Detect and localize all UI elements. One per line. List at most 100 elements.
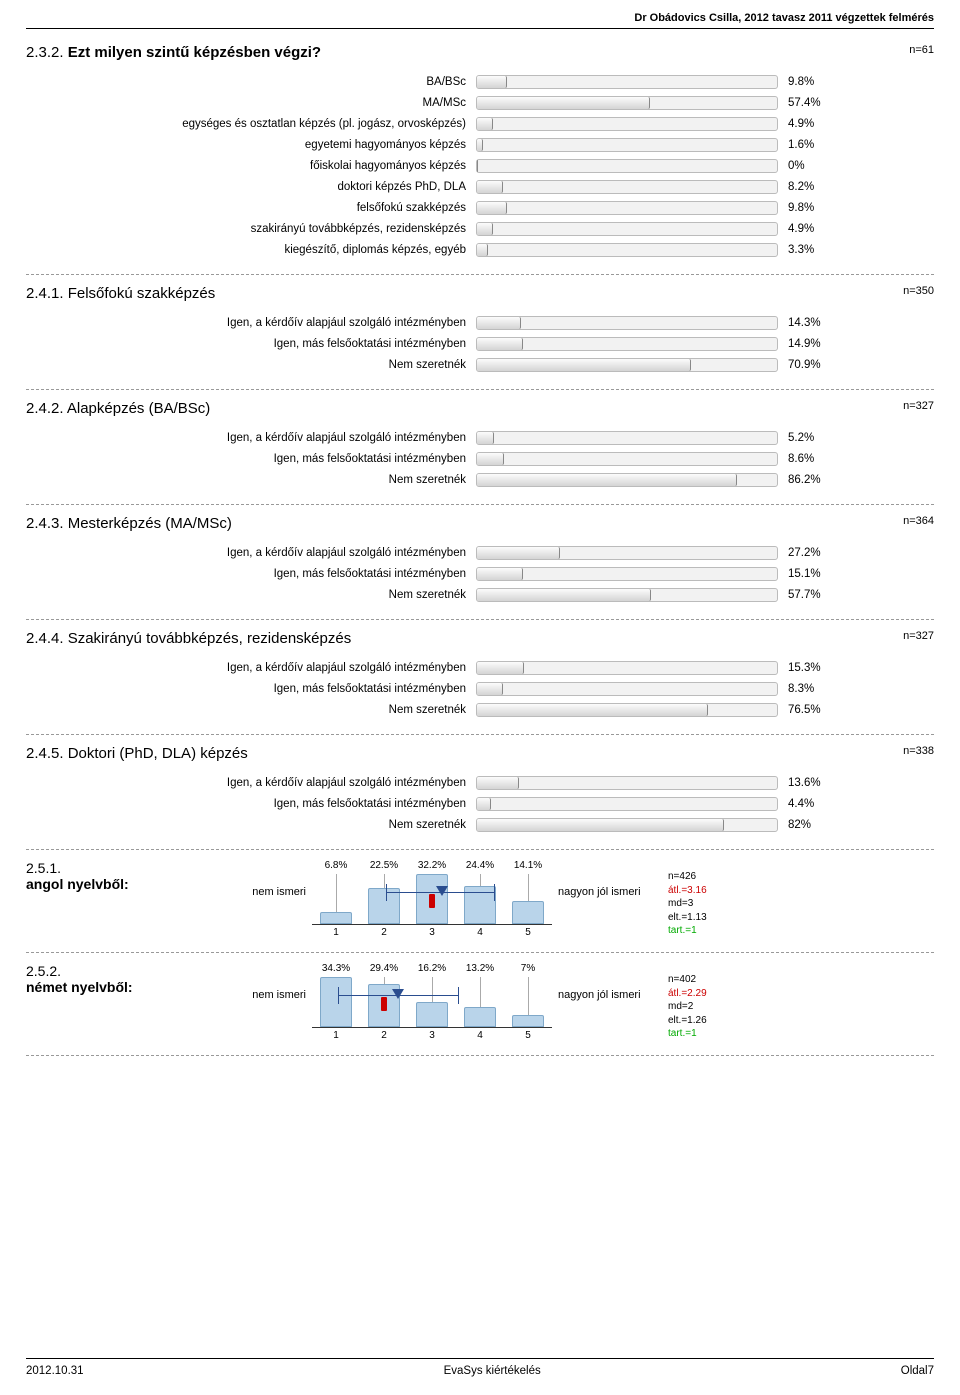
bar-track (476, 96, 778, 110)
hist-axis-tick: 1 (312, 1030, 360, 1041)
question-block: n=364 2.4.3. Mesterképzés (MA/MSc) Igen,… (26, 515, 934, 605)
bar-label: felsőfokú szakképzés (26, 202, 476, 214)
hist-axis-tick: 2 (360, 1030, 408, 1041)
question-title: 2.4.4. Szakirányú továbbképzés, rezidens… (26, 630, 934, 647)
bar-track (476, 159, 778, 173)
bar-label: Igen, a kérdőív alapjául szolgáló intézm… (26, 777, 476, 789)
question-title: 2.4.1. Felsőfokú szakképzés (26, 285, 934, 302)
hist-bar (320, 912, 352, 924)
bar-value: 70.9% (778, 359, 848, 371)
bar-value: 3.3% (778, 244, 848, 256)
bar-label: Igen, a kérdőív alapjául szolgáló intézm… (26, 317, 476, 329)
bar-track (476, 201, 778, 215)
bar-track (476, 682, 778, 696)
hist-bar (464, 1007, 496, 1027)
hist-stats: n=402 átl.=2.29 md=2 elt.=1.26 tart.=1 (668, 963, 778, 1041)
bar-track (476, 243, 778, 257)
n-note: n=350 (903, 285, 934, 297)
bar-value: 8.2% (778, 181, 848, 193)
bar-label: Nem szeretnék (26, 359, 476, 371)
bar-label: főiskolai hagyományos képzés (26, 160, 476, 172)
bar-track (476, 358, 778, 372)
bar-row: Igen, más felsőoktatási intézményben 4.4… (26, 793, 934, 814)
bar-label: Igen, más felsőoktatási intézményben (26, 338, 476, 350)
bar-value: 15.3% (778, 662, 848, 674)
header-rule (26, 28, 934, 29)
hist-pct: 16.2% (408, 963, 456, 977)
bar-row: felsőfokú szakképzés 9.8% (26, 197, 934, 218)
bar-row: Igen, más felsőoktatási intézményben 14.… (26, 333, 934, 354)
hist-axis-tick: 3 (408, 927, 456, 938)
bar-value: 57.4% (778, 97, 848, 109)
bar-row: Nem szeretnék 76.5% (26, 699, 934, 720)
hist-pct: 29.4% (360, 963, 408, 977)
bar-track (476, 75, 778, 89)
bar-row: Nem szeretnék 82% (26, 814, 934, 835)
hist-axis-tick: 2 (360, 927, 408, 938)
bar-row: egységes és osztatlan képzés (pl. jogász… (26, 113, 934, 134)
bar-label: kiegészítő, diplomás képzés, egyéb (26, 244, 476, 256)
bar-label: Nem szeretnék (26, 474, 476, 486)
bar-track (476, 818, 778, 832)
bar-row: főiskolai hagyományos képzés 0% (26, 155, 934, 176)
bar-row: Nem szeretnék 70.9% (26, 354, 934, 375)
bar-label: Nem szeretnék (26, 704, 476, 716)
n-note: n=327 (903, 400, 934, 412)
hist-bar (368, 888, 400, 924)
hist-question-block: 2.5.2.német nyelvből: nem ismeri 34.3%29… (26, 963, 934, 1041)
mean-marker (392, 989, 404, 999)
bar-label: Nem szeretnék (26, 819, 476, 831)
hist-pct: 13.2% (456, 963, 504, 977)
median-marker (429, 894, 435, 908)
hist-axis-tick: 4 (456, 1030, 504, 1041)
hist-pct: 6.8% (312, 860, 360, 874)
bar-row: MA/MSc 57.4% (26, 92, 934, 113)
bar-value: 13.6% (778, 777, 848, 789)
bar-value: 8.3% (778, 683, 848, 695)
mean-marker (436, 886, 448, 896)
bar-row: Igen, a kérdőív alapjául szolgáló intézm… (26, 312, 934, 333)
bar-value: 9.8% (778, 202, 848, 214)
question-title: 2.4.3. Mesterképzés (MA/MSc) (26, 515, 934, 532)
bar-value: 82% (778, 819, 848, 831)
bar-row: kiegészítő, diplomás képzés, egyéb 3.3% (26, 239, 934, 260)
question-title: 2.4.2. Alapképzés (BA/BSc) (26, 400, 934, 417)
bar-value: 14.3% (778, 317, 848, 329)
n-note: n=327 (903, 630, 934, 642)
bar-value: 8.6% (778, 453, 848, 465)
bar-label: doktori képzés PhD, DLA (26, 181, 476, 193)
hist-bar (416, 1002, 448, 1027)
bar-value: 15.1% (778, 568, 848, 580)
bar-value: 1.6% (778, 139, 848, 151)
bar-track (476, 473, 778, 487)
bar-track (476, 222, 778, 236)
bar-label: Igen, más felsőoktatási intézményben (26, 568, 476, 580)
bar-row: Igen, a kérdőív alapjául szolgáló intézm… (26, 542, 934, 563)
bar-track (476, 431, 778, 445)
footer-right: Oldal7 (901, 1365, 934, 1377)
bar-label: Igen, a kérdőív alapjául szolgáló intézm… (26, 662, 476, 674)
bar-row: Igen, a kérdőív alapjául szolgáló intézm… (26, 772, 934, 793)
bar-row: szakirányú továbbképzés, rezidensképzés … (26, 218, 934, 239)
hist-axis-tick: 1 (312, 927, 360, 938)
bar-row: egyetemi hagyományos képzés 1.6% (26, 134, 934, 155)
bar-value: 9.8% (778, 76, 848, 88)
bar-track (476, 703, 778, 717)
hist-chart: 6.8%22.5%32.2%24.4%14.1% 12345 (312, 860, 552, 938)
hist-pct: 22.5% (360, 860, 408, 874)
hist-pct: 24.4% (456, 860, 504, 874)
bar-value: 57.7% (778, 589, 848, 601)
question-block: n=327 2.4.4. Szakirányú továbbképzés, re… (26, 630, 934, 720)
bar-label: egyetemi hagyományos képzés (26, 139, 476, 151)
median-marker (381, 997, 387, 1011)
scale-left: nem ismeri (216, 860, 312, 898)
bar-value: 0% (778, 160, 848, 172)
bar-label: BA/BSc (26, 76, 476, 88)
question-title: 2.3.2. Ezt milyen szintű képzésben végzi… (26, 44, 934, 61)
hist-axis-tick: 4 (456, 927, 504, 938)
scale-left: nem ismeri (216, 963, 312, 1001)
bar-row: Igen, más felsőoktatási intézményben 15.… (26, 563, 934, 584)
bar-label: Nem szeretnék (26, 589, 476, 601)
footer-center: EvaSys kiértékelés (444, 1365, 541, 1377)
hist-stats: n=426 átl.=3.16 md=3 elt.=1.13 tart.=1 (668, 860, 778, 938)
